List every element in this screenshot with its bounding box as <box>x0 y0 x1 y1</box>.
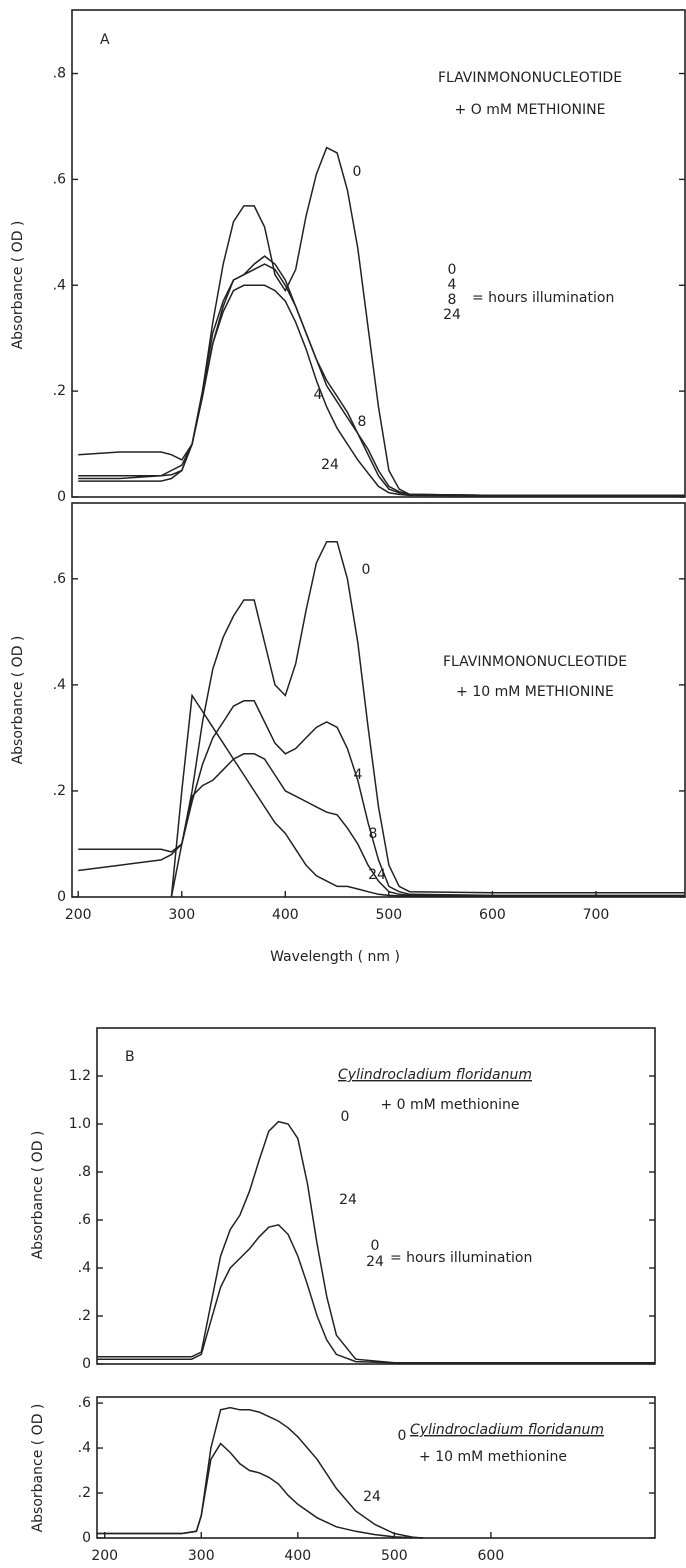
y-tick-label: 1.2 <box>69 1068 91 1084</box>
y-tick-label: .6 <box>78 1395 91 1411</box>
y-tick-label: .6 <box>53 571 66 587</box>
x-tick-label: 500 <box>375 907 402 923</box>
x-tick-label: 500 <box>381 1548 408 1564</box>
curve-label: 0 <box>341 1109 350 1125</box>
spectrum-line <box>78 255 685 497</box>
spectrum-line <box>78 146 685 497</box>
y-tick-label: .2 <box>78 1485 91 1501</box>
x-tick-label: 300 <box>168 907 195 923</box>
curve-label: 24 <box>363 1489 381 1505</box>
y-tick-label: 0 <box>82 1530 91 1546</box>
y-tick-label: .4 <box>78 1440 91 1456</box>
y-tick-label: .2 <box>53 783 66 799</box>
x-tick-label: 600 <box>478 1548 505 1564</box>
plot-frame <box>96 1027 656 1365</box>
annotation: Cylindrocladium floridanum <box>338 1067 532 1083</box>
curve-label: 0 <box>362 562 371 578</box>
x-tick-label: 200 <box>65 907 92 923</box>
curve-label: 4 <box>314 387 323 403</box>
spectrum-line <box>97 1442 424 1539</box>
annotation: FLAVINMONONUCLEOTIDE <box>443 654 627 670</box>
y-axis-label: Absorbance ( OD ) <box>30 1404 46 1533</box>
curve-label: 8 <box>369 826 378 842</box>
y-tick-label: .4 <box>53 677 66 693</box>
annotation: + 10 mM methionine <box>419 1449 567 1465</box>
y-tick-label: 1.0 <box>69 1116 91 1132</box>
x-axis-label: Wavelength ( nm ) <box>270 949 400 965</box>
y-tick-label: .6 <box>53 171 66 187</box>
spectrum-line <box>97 1120 655 1364</box>
curve-label: 0 <box>398 1428 407 1444</box>
legend-entry: 24 <box>366 1254 384 1270</box>
y-tick-label: .2 <box>78 1308 91 1324</box>
curve-label: 8 <box>358 414 367 430</box>
curve-label: 4 <box>354 767 363 783</box>
y-tick-label: 0 <box>82 1356 91 1372</box>
y-tick-label: .4 <box>53 277 66 293</box>
plot-frame <box>71 9 686 498</box>
legend-entry: 0 <box>371 1238 380 1254</box>
y-tick-label: .8 <box>78 1164 91 1180</box>
spectrum-line <box>170 753 685 898</box>
y-tick-label: 0 <box>57 889 66 905</box>
annotation: + 0 mM methionine <box>380 1097 519 1113</box>
y-tick-label: .6 <box>78 1212 91 1228</box>
annotation: FLAVINMONONUCLEOTIDE <box>438 70 622 86</box>
spectrum-line <box>97 1223 655 1364</box>
y-tick-label: .8 <box>53 66 66 82</box>
plot-frame <box>96 1396 656 1539</box>
spectrum-line <box>78 284 685 497</box>
x-tick-label: 200 <box>91 1548 118 1564</box>
annotation: = hours illumination <box>472 290 614 306</box>
x-tick-label: 600 <box>479 907 506 923</box>
curve-label: 24 <box>339 1192 357 1208</box>
y-tick-label: 0 <box>57 489 66 505</box>
curve-label: 24 <box>321 457 339 473</box>
x-tick-label: 700 <box>583 907 610 923</box>
x-tick-label: 400 <box>272 907 299 923</box>
curve-label: 0 <box>353 164 362 180</box>
legend-entry: 8 <box>448 292 457 308</box>
spectrum-line <box>78 540 685 894</box>
y-axis-label: Absorbance ( OD ) <box>10 221 26 350</box>
annotation: Cylindrocladium floridanum <box>410 1422 604 1438</box>
annotation: B <box>125 1049 135 1065</box>
legend-entry: 4 <box>448 277 457 293</box>
legend-entry: 24 <box>443 307 461 323</box>
x-tick-label: 300 <box>188 1548 215 1564</box>
annotation: = hours illumination <box>390 1250 532 1266</box>
y-tick-label: .4 <box>78 1260 91 1276</box>
y-axis-label: Absorbance ( OD ) <box>30 1131 46 1260</box>
curve-label: 24 <box>368 867 386 883</box>
y-axis-label: Absorbance ( OD ) <box>10 636 26 765</box>
spectrum-line <box>78 700 685 897</box>
y-tick-label: .2 <box>53 383 66 399</box>
annotation: + 10 mM METHIONINE <box>456 684 614 700</box>
legend-entry: 0 <box>448 262 457 278</box>
x-tick-label: 400 <box>284 1548 311 1564</box>
spectrum-line <box>170 693 685 898</box>
annotation: + O mM METHIONINE <box>455 102 606 118</box>
annotation: A <box>100 32 110 48</box>
plot-frame <box>71 502 686 898</box>
